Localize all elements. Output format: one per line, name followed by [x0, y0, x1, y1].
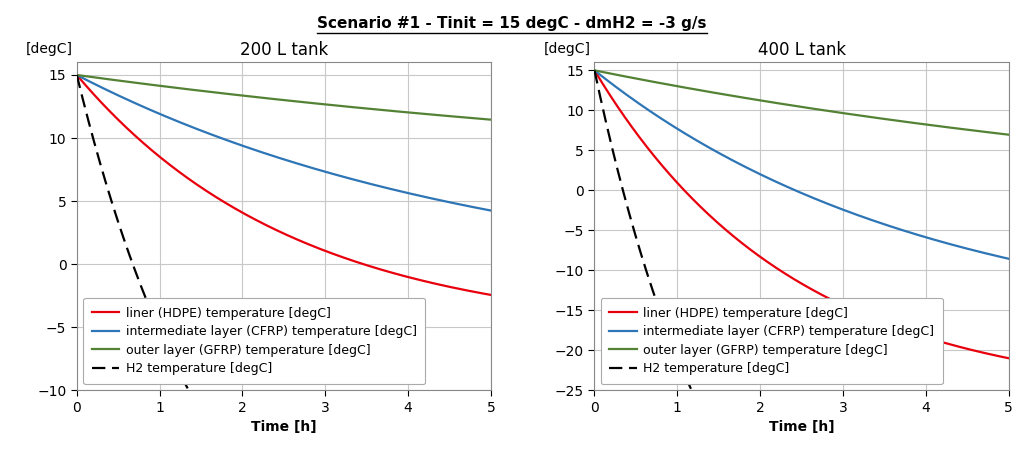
Text: [degC]: [degC] — [26, 42, 73, 56]
Text: [degC]: [degC] — [544, 42, 591, 56]
X-axis label: Time [h]: Time [h] — [251, 420, 316, 434]
Title: 200 L tank: 200 L tank — [240, 42, 328, 60]
Legend: liner (HDPE) temperature [degC], intermediate layer (CFRP) temperature [degC], o: liner (HDPE) temperature [degC], interme… — [83, 298, 425, 384]
X-axis label: Time [h]: Time [h] — [769, 420, 835, 434]
Text: Scenario #1 - Tinit = 15 degC - dmH2 = -3 g/s: Scenario #1 - Tinit = 15 degC - dmH2 = -… — [317, 16, 707, 31]
Legend: liner (HDPE) temperature [degC], intermediate layer (CFRP) temperature [degC], o: liner (HDPE) temperature [degC], interme… — [601, 298, 943, 384]
Title: 400 L tank: 400 L tank — [758, 42, 846, 60]
